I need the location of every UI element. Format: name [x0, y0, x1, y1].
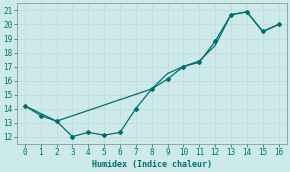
X-axis label: Humidex (Indice chaleur): Humidex (Indice chaleur): [92, 159, 212, 169]
